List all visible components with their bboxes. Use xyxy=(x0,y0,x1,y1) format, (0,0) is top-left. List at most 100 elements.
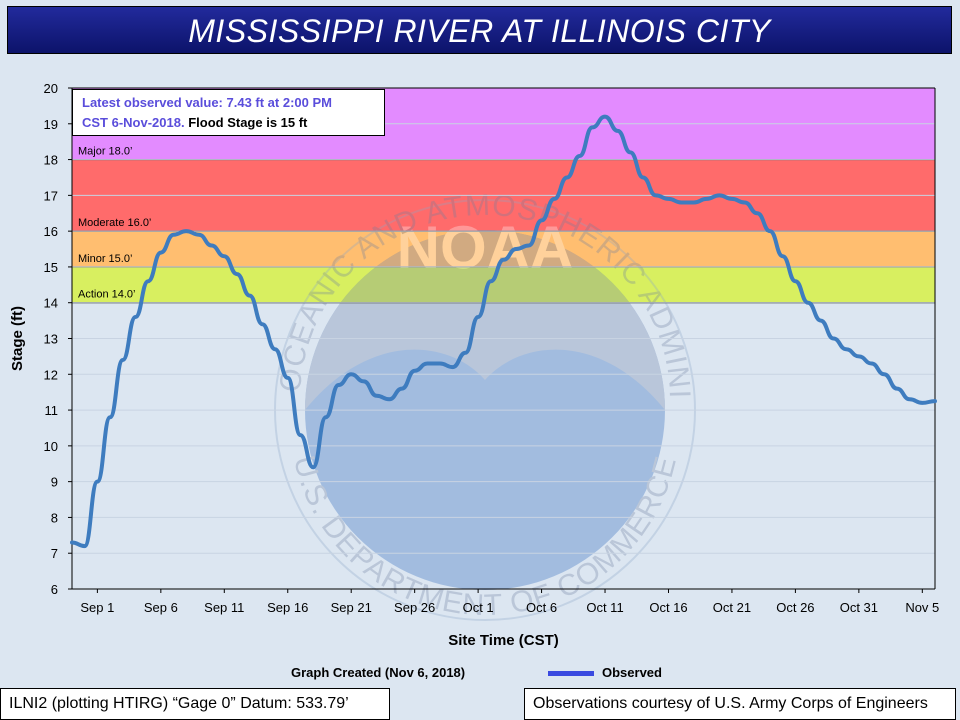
legend-observed-label: Observed xyxy=(602,665,662,680)
data-point xyxy=(857,354,861,358)
data-point xyxy=(819,319,823,323)
x-tick-label: Oct 11 xyxy=(586,600,623,615)
x-tick-label: Oct 21 xyxy=(713,600,751,615)
y-tick-label: 16 xyxy=(44,224,58,239)
x-tick-label: Nov 5 xyxy=(905,600,939,615)
threshold-label-action: Action 14.0’ xyxy=(78,289,135,301)
data-point xyxy=(260,322,264,326)
data-point xyxy=(489,279,493,283)
watermark-logo: NOAA xyxy=(397,214,574,281)
data-point xyxy=(552,197,556,201)
observations-credit: Observations courtesy of U.S. Army Corps… xyxy=(524,688,956,720)
legend-observed-swatch xyxy=(548,671,594,677)
data-point xyxy=(413,369,417,373)
data-point xyxy=(476,315,480,319)
data-point xyxy=(933,399,937,403)
data-point xyxy=(362,379,366,383)
data-point xyxy=(692,201,696,204)
data-point xyxy=(908,397,912,401)
data-point xyxy=(768,229,772,233)
data-point xyxy=(844,347,848,351)
data-point xyxy=(273,347,277,351)
data-point xyxy=(616,129,620,133)
data-point xyxy=(400,387,404,391)
data-point xyxy=(793,279,797,283)
data-point xyxy=(590,125,594,129)
data-point xyxy=(311,465,315,469)
x-tick-label: Sep 26 xyxy=(394,600,435,615)
data-point xyxy=(920,401,924,405)
y-tick-label: 10 xyxy=(44,439,58,454)
y-tick-label: 8 xyxy=(51,510,58,525)
y-tick-label: 15 xyxy=(44,260,58,275)
y-tick-label: 9 xyxy=(51,475,58,490)
data-point xyxy=(755,211,759,215)
data-point xyxy=(324,415,328,419)
x-tick-label: Sep 6 xyxy=(144,600,178,615)
data-point xyxy=(134,315,137,319)
x-tick-label: Sep 1 xyxy=(80,600,114,615)
y-tick-label: 17 xyxy=(44,188,58,203)
y-tick-label: 20 xyxy=(44,81,58,96)
data-point xyxy=(108,415,112,419)
data-point xyxy=(705,197,709,201)
x-tick-label: Sep 16 xyxy=(267,600,308,615)
data-point xyxy=(438,362,442,365)
data-point xyxy=(286,376,290,380)
legend: Observed xyxy=(548,665,662,680)
x-tick-label: Oct 1 xyxy=(463,600,494,615)
data-point xyxy=(210,244,214,247)
x-tick-label: Oct 26 xyxy=(776,600,814,615)
latest-value-text: Latest observed value: 7.43 ft at 2:00 P… xyxy=(82,95,332,110)
data-point xyxy=(514,247,518,251)
data-point xyxy=(870,362,873,365)
data-point xyxy=(95,480,99,484)
data-point xyxy=(654,193,658,197)
x-tick-label: Sep 11 xyxy=(204,600,244,615)
data-point xyxy=(578,154,582,158)
data-point xyxy=(679,201,683,204)
data-point xyxy=(83,544,87,548)
chart-axes xyxy=(68,87,936,593)
x-tick-label: Oct 16 xyxy=(649,600,687,615)
latest-value-date: CST 6-Nov-2018. xyxy=(82,115,185,130)
y-axis-title: Stage (ft) xyxy=(9,306,26,371)
data-point xyxy=(832,337,835,340)
chart-title: MISSISSIPPI RIVER AT ILLINOIS CITY xyxy=(188,13,771,49)
data-point xyxy=(882,372,886,376)
data-point xyxy=(298,433,302,437)
data-point xyxy=(565,176,569,179)
data-point xyxy=(463,351,467,355)
x-tick-label: Oct 31 xyxy=(840,600,878,615)
data-point xyxy=(806,301,810,305)
data-point xyxy=(337,383,340,387)
datum-info: ILNI2 (plotting HTIRG) “Gage 0” Datum: 5… xyxy=(0,688,390,720)
data-point xyxy=(70,541,74,544)
data-point xyxy=(197,233,201,237)
watermark-bird xyxy=(305,230,665,410)
axis-labels: 6 7 8 9 10 11 12 13 14 15 16 17 18 19 20 Sep 1 Sep 6 Sep … xyxy=(9,81,939,649)
data-point xyxy=(641,176,645,179)
x-tick-label: Oct 6 xyxy=(526,600,557,615)
y-tick-label: 18 xyxy=(44,153,58,168)
observed-series xyxy=(70,114,937,549)
x-tick-label: Sep 21 xyxy=(331,600,372,615)
data-point xyxy=(781,254,785,258)
data-point xyxy=(527,244,531,247)
data-point xyxy=(375,394,379,398)
data-point xyxy=(222,254,226,258)
data-point xyxy=(717,193,721,197)
data-point xyxy=(184,229,188,233)
data-point xyxy=(425,362,429,365)
data-point xyxy=(235,272,239,276)
y-tick-label: 14 xyxy=(44,296,58,311)
data-point xyxy=(248,294,252,298)
data-point xyxy=(730,197,734,201)
threshold-label-moderate: Moderate 16.0’ xyxy=(78,217,151,229)
data-point xyxy=(121,358,125,362)
data-point xyxy=(743,201,747,204)
data-point xyxy=(451,365,455,369)
graph-created-text: Graph Created (Nov 6, 2018) xyxy=(291,665,466,680)
data-point xyxy=(502,258,505,262)
